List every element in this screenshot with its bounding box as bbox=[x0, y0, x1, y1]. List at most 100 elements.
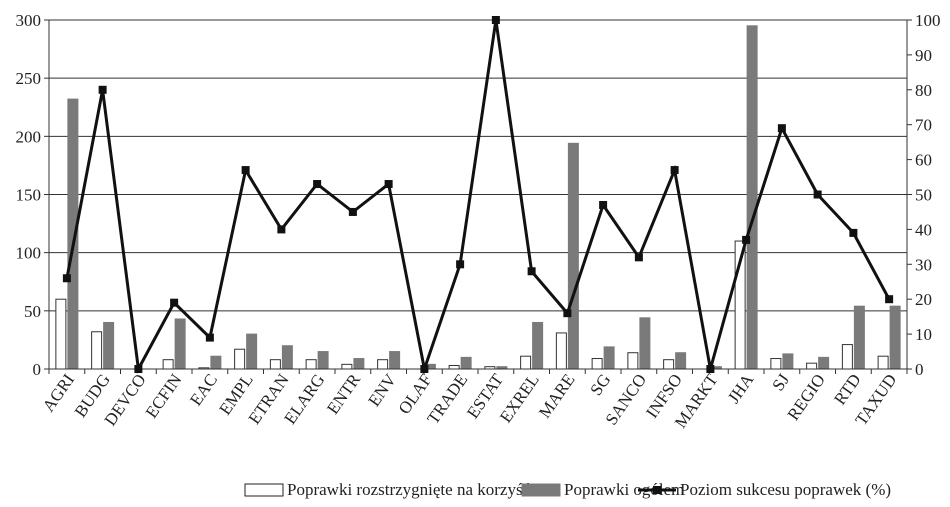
y2-tick-label: 60 bbox=[915, 151, 932, 170]
success-point bbox=[777, 124, 786, 133]
axes-layer bbox=[44, 19, 912, 374]
success-point bbox=[563, 309, 572, 318]
bar-total bbox=[818, 356, 830, 370]
success-point bbox=[241, 166, 250, 175]
bar-total bbox=[532, 321, 544, 370]
y-tick-label: 200 bbox=[16, 127, 42, 146]
bar-total bbox=[603, 346, 615, 370]
success-point bbox=[170, 298, 179, 307]
success-point bbox=[384, 180, 393, 189]
legend-label-total: Poprawki ogółem bbox=[564, 480, 684, 499]
y2-tick-label: 50 bbox=[915, 186, 932, 205]
x-tick-label: RTD bbox=[830, 370, 864, 408]
success-point bbox=[98, 85, 107, 94]
success-point bbox=[313, 180, 322, 189]
bar-pe bbox=[341, 363, 353, 370]
bar-total bbox=[853, 305, 865, 370]
success-point bbox=[205, 333, 214, 342]
bar-total bbox=[639, 317, 651, 370]
y2-tick-label: 0 bbox=[915, 360, 924, 379]
x-tick-label: JHA bbox=[724, 370, 758, 407]
bar-pe bbox=[55, 298, 67, 370]
bar-pe bbox=[555, 332, 567, 370]
legend-label-success: Poziom sukcesu poprawek (%) bbox=[680, 480, 891, 499]
y2-tick-label: 30 bbox=[915, 255, 932, 274]
success-point bbox=[527, 267, 536, 276]
bar-pe bbox=[877, 355, 889, 370]
bar-total bbox=[246, 333, 258, 370]
bar-total bbox=[353, 358, 365, 370]
success-point bbox=[277, 225, 286, 234]
bar-pe bbox=[841, 344, 853, 370]
y2-tick-label: 10 bbox=[915, 325, 932, 344]
x-tick-label: SG bbox=[586, 370, 614, 399]
bar-pe bbox=[305, 359, 317, 370]
line-layer bbox=[62, 16, 894, 375]
success-point bbox=[885, 295, 894, 304]
y-tick-label: 150 bbox=[16, 186, 42, 205]
y-tick-label: 0 bbox=[33, 360, 42, 379]
x-tick-label: MARE bbox=[535, 370, 579, 421]
y-tick-label: 100 bbox=[16, 244, 42, 263]
y2-tick-label: 40 bbox=[915, 220, 932, 239]
bar-total bbox=[889, 305, 901, 370]
legend-swatch-total bbox=[521, 483, 561, 497]
bar-total bbox=[567, 142, 579, 370]
bar-total bbox=[210, 355, 222, 370]
y2-tick-label: 70 bbox=[915, 116, 932, 135]
bar-pe bbox=[377, 359, 389, 370]
x-tick-label: ENTR bbox=[323, 370, 364, 418]
bar-pe bbox=[627, 352, 639, 370]
legend: Poprawki rozstrzygnięte na korzyść PE Po… bbox=[244, 480, 891, 499]
bar-pe bbox=[269, 359, 281, 370]
bar-pe bbox=[806, 362, 818, 370]
bar-total bbox=[317, 351, 329, 370]
legend-marker-success bbox=[653, 486, 661, 494]
bar-pe bbox=[448, 365, 460, 370]
x-tick-label: REGIO bbox=[784, 370, 829, 423]
x-tick-label: ENV bbox=[364, 370, 400, 410]
bar-pe bbox=[770, 358, 782, 370]
success-point bbox=[134, 365, 143, 373]
bar-pe bbox=[663, 359, 675, 370]
bar-pe bbox=[234, 348, 246, 370]
success-point bbox=[62, 274, 71, 283]
success-point bbox=[634, 253, 643, 262]
success-point bbox=[813, 190, 822, 199]
bar-total bbox=[782, 353, 794, 370]
bar-pe bbox=[91, 331, 103, 370]
bar-total bbox=[675, 352, 687, 370]
success-point bbox=[420, 365, 429, 373]
y2-tick-label: 80 bbox=[915, 81, 932, 100]
bar-pe bbox=[520, 355, 532, 370]
y-tick-label: 250 bbox=[16, 69, 42, 88]
bar-pe bbox=[162, 359, 174, 370]
success-point bbox=[670, 166, 679, 175]
grid-layer bbox=[49, 19, 907, 312]
success-point bbox=[456, 260, 465, 269]
bars-layer bbox=[55, 25, 901, 370]
bar-total bbox=[746, 25, 758, 370]
y2-tick-label: 20 bbox=[915, 290, 932, 309]
y-tick-label: 300 bbox=[16, 11, 42, 30]
success-line bbox=[65, 19, 891, 375]
bar-total bbox=[281, 345, 293, 370]
bar-total bbox=[174, 318, 186, 370]
y2-tick-label: 90 bbox=[915, 46, 932, 65]
bar-total bbox=[460, 356, 472, 370]
x-tick-label: ECFIN bbox=[142, 370, 186, 421]
legend-label-pe: Poprawki rozstrzygnięte na korzyść PE bbox=[287, 480, 554, 499]
x-tick-label: SJ bbox=[768, 370, 793, 394]
x-tick-label: EAC bbox=[186, 370, 221, 409]
success-point bbox=[706, 365, 715, 373]
success-point bbox=[742, 235, 751, 244]
bar-total bbox=[103, 321, 115, 370]
success-point bbox=[491, 16, 500, 24]
bar-total bbox=[389, 351, 401, 370]
legend-swatch-pe bbox=[244, 483, 284, 497]
y2-tick-label: 100 bbox=[915, 11, 941, 30]
success-point bbox=[348, 207, 357, 216]
success-point bbox=[599, 200, 608, 209]
